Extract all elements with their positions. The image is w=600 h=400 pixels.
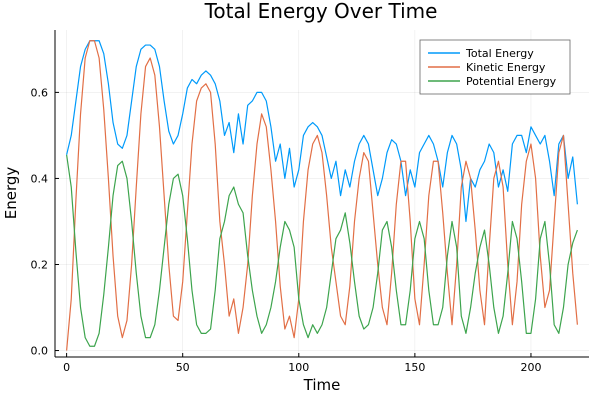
- x-axis-label: Time: [303, 376, 341, 394]
- x-tick-label: 100: [288, 361, 309, 374]
- chart-title: Total Energy Over Time: [204, 0, 438, 23]
- x-tick-label: 50: [176, 361, 190, 374]
- series-lines: [66, 40, 578, 351]
- legend-label-total: Total Energy: [465, 47, 534, 60]
- legend: Total Energy Kinetic Energy Potential En…: [419, 39, 571, 95]
- y-tick-label: 0.0: [31, 345, 49, 358]
- y-tick-label: 0.6: [31, 86, 49, 99]
- x-tick-label: 200: [520, 361, 541, 374]
- x-tick-label: 150: [404, 361, 425, 374]
- y-ticks: 0.0 0.2 0.4 0.6: [31, 86, 59, 358]
- x-tick-label: 0: [63, 361, 70, 374]
- y-tick-label: 0.2: [31, 258, 49, 271]
- legend-label-kinetic: Kinetic Energy: [466, 61, 546, 74]
- legend-entry-total: Total Energy: [428, 47, 534, 60]
- y-tick-label: 0.4: [31, 172, 49, 185]
- axes: [54, 30, 589, 358]
- x-ticks: 0 50 100 150 200: [63, 353, 541, 374]
- series-line-potential-energy: [66, 154, 578, 347]
- legend-entry-potential: Potential Energy: [428, 75, 557, 88]
- series-line-total-energy: [66, 40, 578, 223]
- legend-label-potential: Potential Energy: [466, 75, 557, 88]
- series-line-kinetic-energy: [66, 40, 578, 351]
- legend-entry-kinetic: Kinetic Energy: [428, 61, 546, 74]
- y-axis-label: Energy: [2, 167, 20, 220]
